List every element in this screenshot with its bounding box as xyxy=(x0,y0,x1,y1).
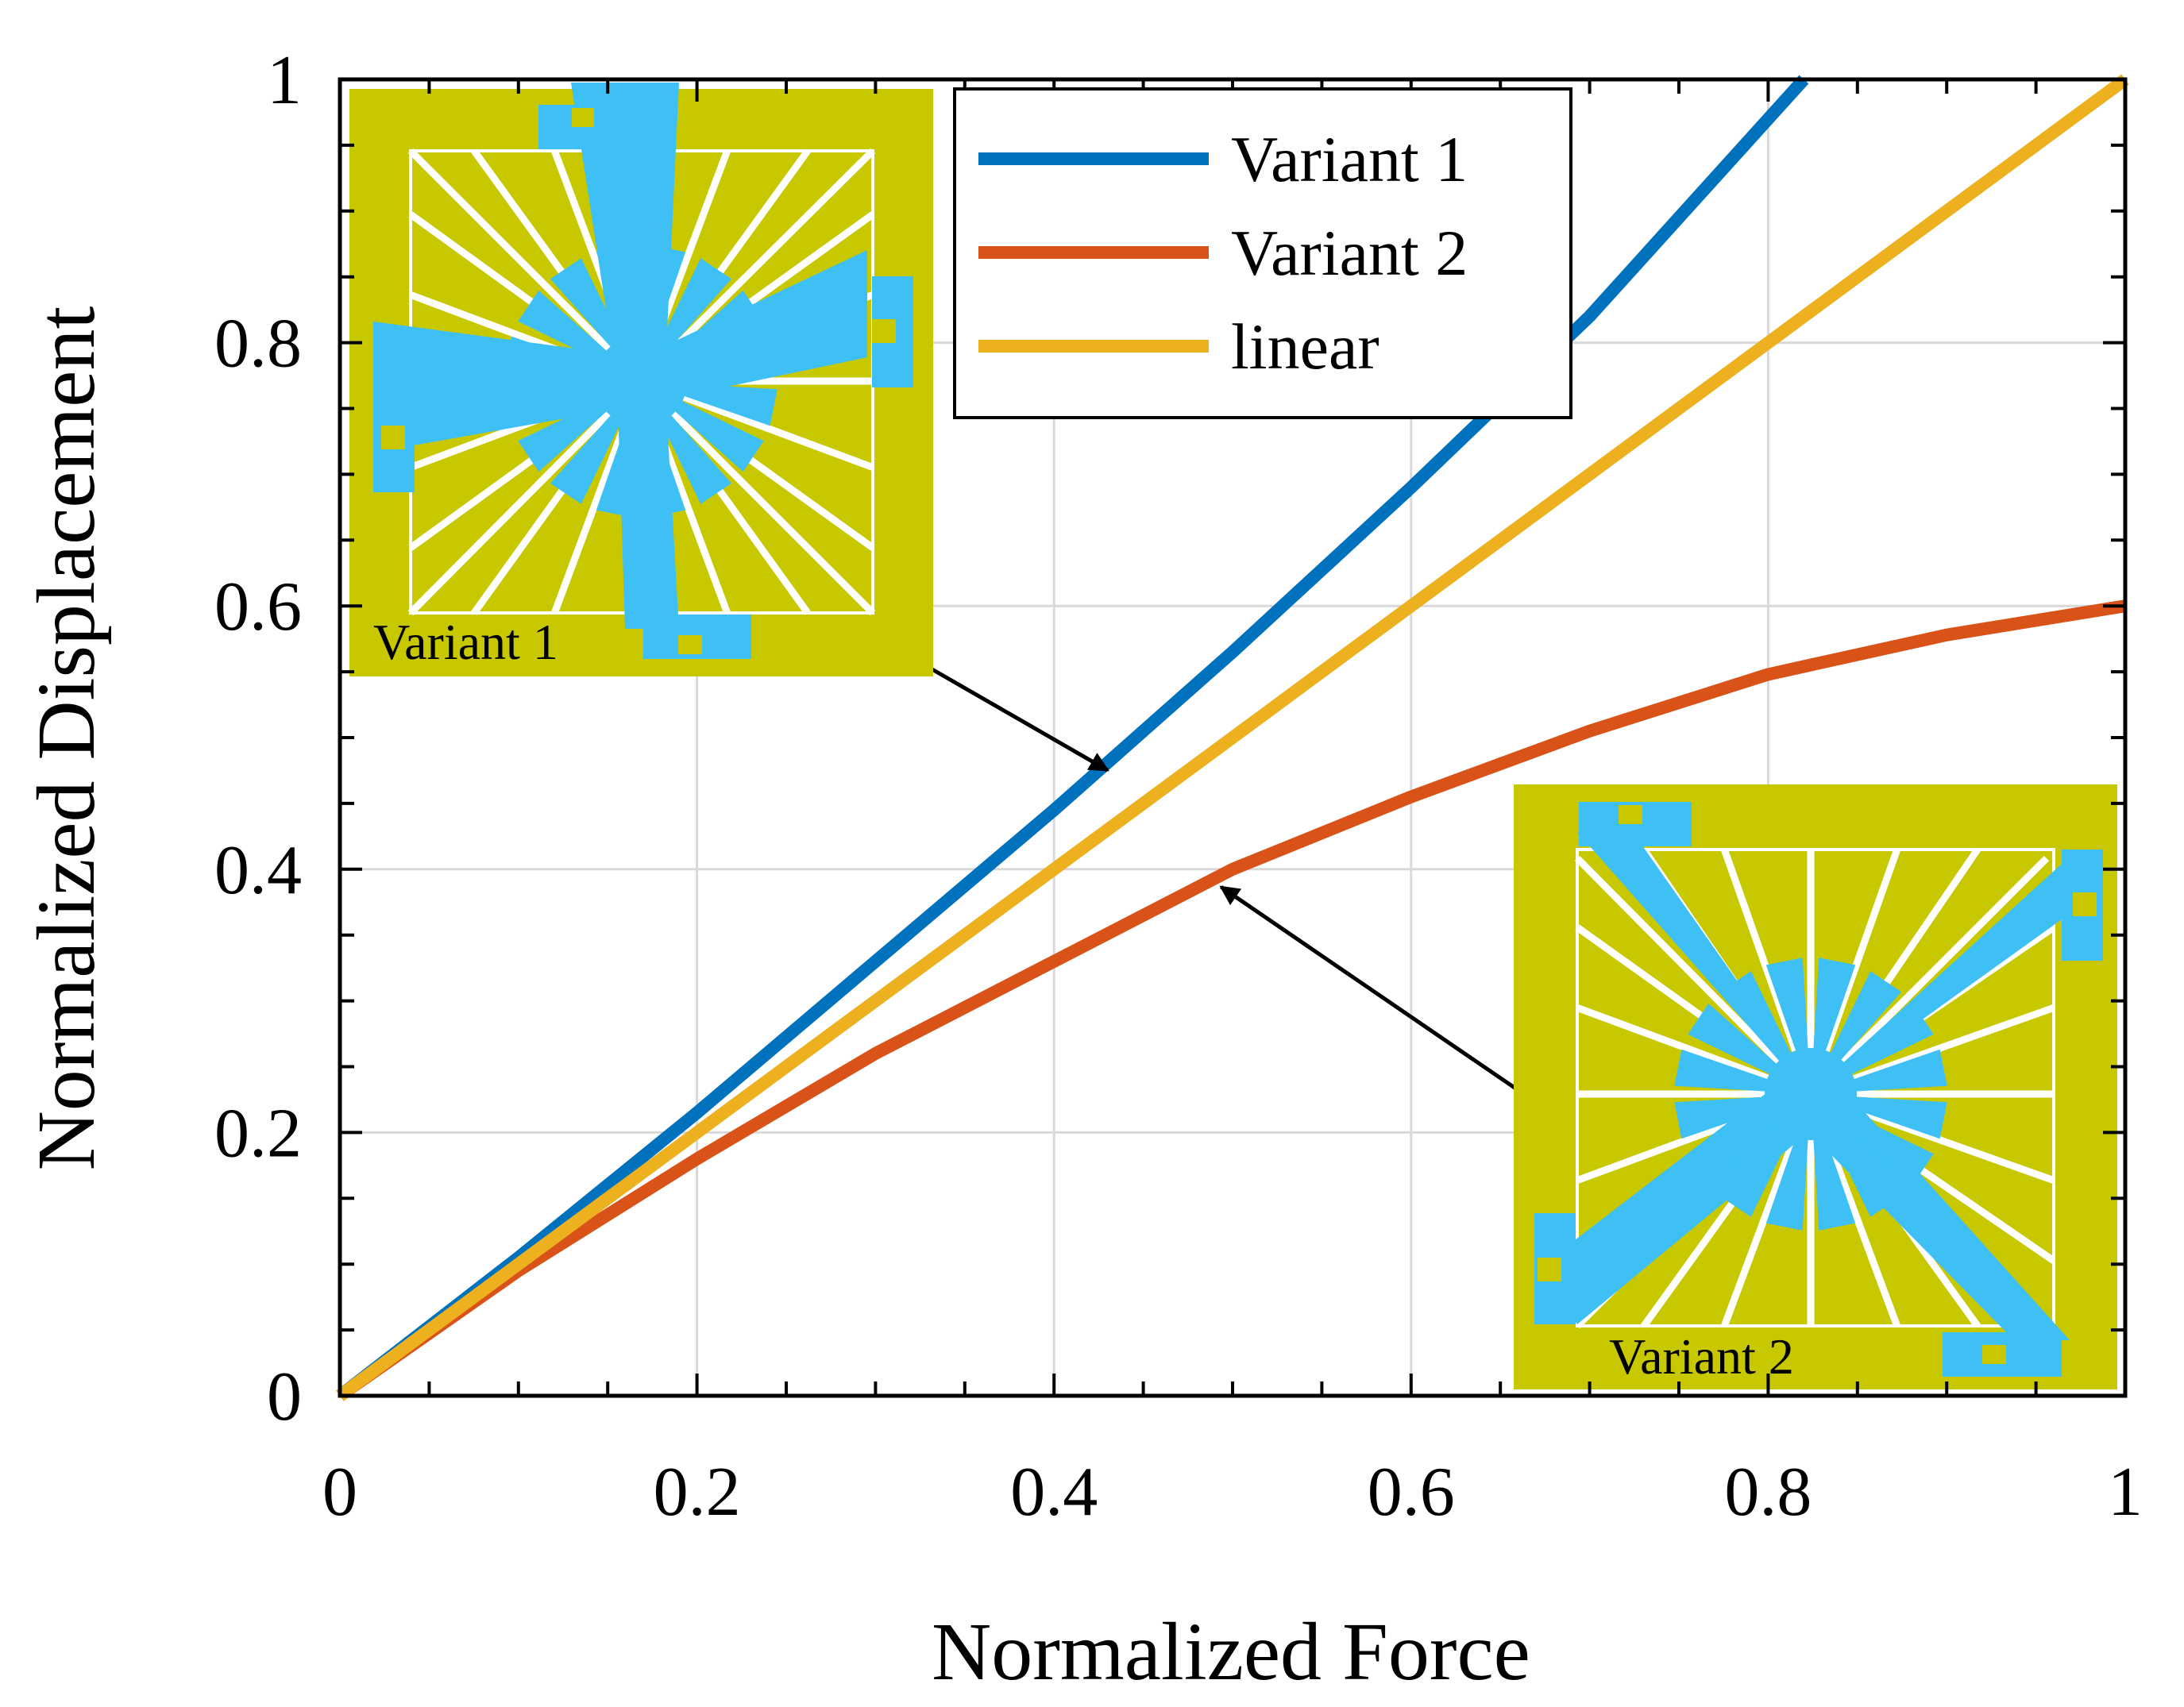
x-axis-title: Normalized Force xyxy=(932,1606,1530,1697)
inset-arm xyxy=(1791,864,2062,1114)
inset-rosette-segment xyxy=(1765,1123,1809,1231)
inset-spoke xyxy=(1808,855,2050,1097)
inset-rosette-segment xyxy=(1812,1123,1856,1231)
inset-rosette-segment xyxy=(1674,1096,1781,1139)
inset-anchor-hole xyxy=(2073,892,2097,916)
inset-rosette-segment xyxy=(654,404,732,504)
inset-rosette-segment xyxy=(642,245,686,352)
inset-rosette-segment xyxy=(670,383,778,426)
legend: Variant 1 Variant 2 linear xyxy=(953,87,1572,419)
inset-anchor-hole xyxy=(678,635,702,654)
x-tick-labels: 0 0.2 0.4 0.6 0.8 1 xyxy=(322,1454,2143,1531)
x-tick-label: 0.2 xyxy=(654,1454,741,1531)
inset-rosette-segment xyxy=(1834,1108,1934,1185)
inset-1-structure xyxy=(373,83,913,659)
inset-anchor-hole xyxy=(572,108,594,127)
inset-rosette-segment xyxy=(1719,1117,1797,1217)
inset-rosette-segment xyxy=(670,336,778,380)
inset-arm xyxy=(1791,1074,2070,1340)
inset-rosette-segment xyxy=(1824,971,1902,1071)
inset-rosette-segment xyxy=(1824,1117,1902,1217)
y-tick-label: 0.8 xyxy=(214,306,302,383)
inset-rosette-segment xyxy=(664,290,764,368)
x-tick-label: 0.6 xyxy=(1368,1454,1455,1531)
inset-rosette-segment xyxy=(504,336,612,380)
inset-anchor-hole xyxy=(1538,1258,1561,1281)
inset-rosette-segment xyxy=(1765,958,1809,1065)
inset-anchor-hole xyxy=(381,426,405,449)
y-tick-label: 1 xyxy=(267,42,302,119)
inset-rosette-segment xyxy=(1674,1049,1781,1092)
annotation-layer xyxy=(929,666,1518,1092)
inset-hub xyxy=(1765,1048,1857,1140)
x-tick-label: 0.4 xyxy=(1010,1454,1098,1531)
inset-anchor-hole xyxy=(1619,805,1642,824)
inset-spoke xyxy=(407,378,644,616)
inset-1-label: Variant 1 xyxy=(373,614,558,670)
y-tick-label: 0 xyxy=(267,1358,302,1435)
x-tick-label: 0.8 xyxy=(1724,1454,1812,1531)
inset-rosette-segment xyxy=(504,383,612,426)
x-tick-label: 1 xyxy=(2108,1454,2143,1531)
inset-rosette-segment xyxy=(518,290,618,368)
y-tick-label: 0.2 xyxy=(214,1095,302,1172)
inset-rosette-segment xyxy=(1840,1096,1947,1139)
inset-arm xyxy=(373,322,641,453)
legend-label: Variant 2 xyxy=(1231,217,1468,289)
inset-variant-1: Variant 1 xyxy=(349,83,933,676)
legend-label: linear xyxy=(1231,310,1379,383)
inset-rosette-segment xyxy=(596,245,639,352)
inset-rosette-segment xyxy=(654,258,732,358)
inset-rosette-segment xyxy=(1812,958,1856,1065)
inset-rosette-segment xyxy=(550,258,627,358)
inset-rosette-segment xyxy=(596,410,639,518)
y-tick-label: 0.4 xyxy=(214,832,302,909)
inset-spoke xyxy=(407,148,644,384)
inset-anchor-hole xyxy=(872,319,896,343)
inset-2-label: Variant 2 xyxy=(1609,1328,1794,1385)
series-line-variant-2 xyxy=(336,599,2127,1401)
y-tick-label: 0.6 xyxy=(214,568,302,645)
inset-rosette-segment xyxy=(1688,1003,1788,1081)
y-axis-title: Normalized Displacement xyxy=(21,306,112,1171)
inset-rosette-segment xyxy=(642,410,686,518)
arrow-variant-2 xyxy=(1219,885,1518,1092)
arrow-variant-1 xyxy=(929,666,1109,773)
inset-rosette-segment xyxy=(518,395,618,472)
inset-spoke xyxy=(1574,855,1814,1097)
inset-rosette-segment xyxy=(1719,971,1797,1071)
inset-rosette-segment xyxy=(1840,1049,1947,1092)
inset-spoke xyxy=(638,378,876,616)
inset-hub xyxy=(595,335,687,427)
inset-rosette-segment xyxy=(550,404,627,504)
inset-frame xyxy=(1576,848,2055,1327)
inset-rosette-segment xyxy=(1688,1108,1788,1185)
minor-ticks xyxy=(338,78,2127,1397)
inset-2-structure xyxy=(1534,802,2103,1377)
inset-variant-2: Variant 2 xyxy=(1514,784,2117,1389)
x-tick-label: 0 xyxy=(322,1454,357,1531)
inset-rosette-segment xyxy=(1834,1003,1934,1081)
y-tick-labels: 0 0.2 0.4 0.6 0.8 1 xyxy=(214,42,302,1435)
legend-label: Variant 1 xyxy=(1231,123,1468,195)
inset-anchor-hole xyxy=(1982,1345,2006,1364)
series-line-linear xyxy=(336,74,2129,1401)
inset-rosette-segment xyxy=(664,395,764,472)
